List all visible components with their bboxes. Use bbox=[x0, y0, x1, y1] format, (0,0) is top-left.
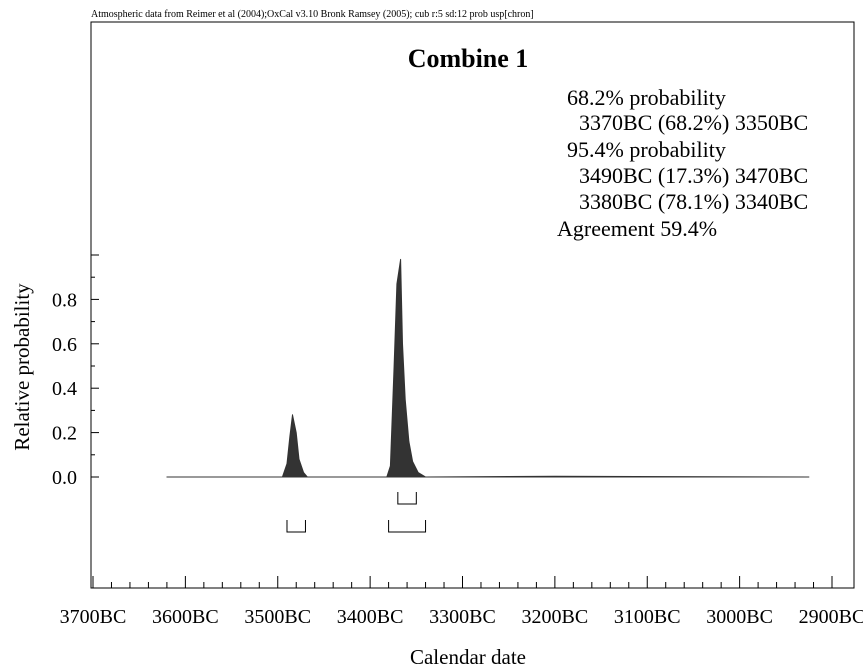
summary-line: 68.2% probability bbox=[567, 85, 726, 110]
header-note: Atmospheric data from Reimer et al (2004… bbox=[91, 9, 534, 20]
summary-line: 3490BC (17.3%) 3470BC bbox=[579, 163, 808, 188]
range-95-bracket bbox=[286, 520, 306, 533]
probability-curve bbox=[166, 258, 810, 478]
summary-line: 95.4% probability bbox=[567, 137, 726, 162]
summary-line: Agreement 59.4% bbox=[557, 216, 717, 241]
x-tick-label: 3600BC bbox=[152, 606, 219, 628]
x-tick-label: 3000BC bbox=[706, 606, 773, 628]
y-tick-label: 0.6 bbox=[52, 334, 77, 356]
range-95-bracket bbox=[388, 520, 427, 533]
x-tick-label: 3300BC bbox=[429, 606, 496, 628]
x-tick-label: 3500BC bbox=[244, 606, 311, 628]
x-tick-label: 2900BC bbox=[799, 606, 863, 628]
y-axis-label: Relative probability bbox=[10, 283, 34, 451]
range-brackets bbox=[286, 492, 427, 533]
x-tick-label: 3200BC bbox=[522, 606, 589, 628]
y-tick-label: 0.8 bbox=[52, 289, 77, 311]
summary-line: 3380BC (78.1%) 3340BC bbox=[579, 189, 808, 214]
probability-summary: 68.2% probability 3370BC (68.2%) 3350BC … bbox=[557, 85, 808, 241]
y-tick-label: 0.4 bbox=[52, 378, 77, 400]
x-tick-label: 3400BC bbox=[337, 606, 404, 628]
y-tick-label: 0.0 bbox=[52, 467, 77, 489]
y-axis: 0.0 0.2 0.4 0.6 0.8 bbox=[52, 254, 99, 489]
x-tick-label: 3100BC bbox=[614, 606, 681, 628]
x-axis-label: Calendar date bbox=[410, 645, 526, 667]
summary-line: 3370BC (68.2%) 3350BC bbox=[579, 110, 808, 135]
plot-frame bbox=[90, 21, 855, 589]
probability-area bbox=[166, 258, 810, 478]
x-tick-label: 3700BC bbox=[60, 606, 127, 628]
range-68-bracket bbox=[397, 492, 417, 505]
x-axis: 3700BC 3600BC 3500BC 3400BC 3300BC 3200BC 3100… bbox=[60, 576, 863, 628]
y-tick-label: 0.2 bbox=[52, 423, 77, 445]
chart-title: Combine 1 bbox=[408, 44, 529, 73]
